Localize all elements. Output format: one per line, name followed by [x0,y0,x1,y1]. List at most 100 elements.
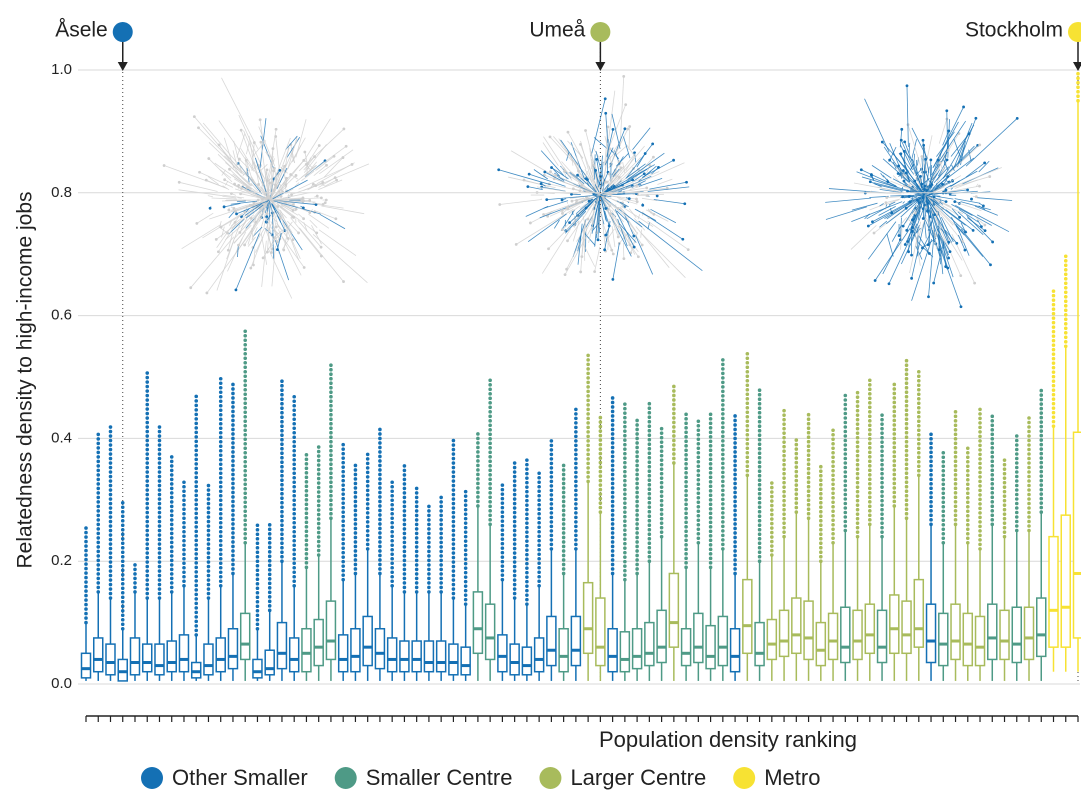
network-node [217,143,221,147]
network-node [587,199,591,203]
network-edge [595,170,600,188]
network-edge [957,211,984,235]
network-node [284,183,288,187]
network-edge [277,181,282,187]
network-node [963,248,967,252]
network-node [936,158,940,162]
network-edge [935,214,950,246]
network-node [603,248,607,252]
network-edge [606,129,614,157]
box [889,594,900,655]
legend: Other Smaller Smaller Centre Larger Centre… [141,765,820,790]
network-edge [951,216,961,233]
network-edge [606,139,609,175]
network-edge [634,208,657,221]
network-edge [931,203,963,242]
network-node [311,182,315,186]
y-tick-label: 0.2 [51,552,72,569]
network-edge [285,135,298,150]
box [460,646,471,676]
network-edge [256,195,269,201]
network-edge [888,223,918,284]
network-edge [603,197,627,218]
network-edge [540,150,564,176]
legend-swatch [141,767,163,789]
network-edge [321,205,365,215]
network-edge [251,142,255,171]
box [852,609,863,661]
network-edge [610,161,620,183]
network-edge [179,181,218,192]
network-node [652,212,656,216]
network-edge [903,151,906,165]
network-node [596,238,600,242]
network-node [651,142,655,146]
network-node [568,221,571,225]
network-edge [234,214,241,223]
network-edge [611,226,616,248]
network-node [527,172,531,176]
annotation-arrowhead [1073,62,1081,71]
network-edge [623,136,631,159]
network-edge [922,199,925,209]
box [472,591,484,655]
box [754,621,765,667]
network-edge [581,220,587,257]
network-edge [202,212,243,239]
network-edge [929,207,932,217]
network-edge [949,170,978,187]
network-edge [933,106,964,168]
network-edge [940,216,954,243]
annotation-label: Åsele [55,19,108,42]
network-node [294,174,298,177]
network-edge [287,137,298,170]
network-edge [975,217,986,226]
network-edge [549,136,574,162]
network-node [205,291,209,295]
network-edge [879,203,884,207]
network-edge [277,166,285,183]
network-edge [927,198,932,203]
box [374,627,386,670]
box [864,603,876,655]
network-node [313,155,316,159]
network-edge [936,195,954,200]
network-node [611,252,615,256]
box [717,615,729,667]
network-node [624,103,628,107]
network-edge [874,183,904,192]
box [827,612,839,661]
network-node [902,179,906,183]
network-edge [943,159,949,171]
network-edge [239,214,249,233]
network-node [947,240,951,244]
network-node [302,217,305,221]
box [901,600,912,655]
network-node [604,180,608,184]
network-node [243,243,247,247]
network-edge [618,223,637,243]
network-edge [933,240,945,284]
network-node [971,228,975,232]
network-edge [566,219,592,270]
network-edge [277,196,281,199]
network-node [607,172,611,176]
network-edge [611,195,637,200]
network-edge [233,202,267,240]
network-node [249,266,253,270]
network-edge [902,204,917,227]
network-edge [590,153,602,184]
network-node [543,170,547,174]
network-node [611,277,615,281]
network-edge [620,227,639,253]
network-edge [250,202,269,233]
network-edge [272,179,308,200]
network-edge [233,140,243,173]
annotation-marker [112,22,133,42]
network-node [622,257,626,260]
network-edge [645,162,685,181]
network-edge [928,204,930,245]
network-node [245,186,249,189]
network-edge [300,165,316,178]
box [742,578,753,655]
